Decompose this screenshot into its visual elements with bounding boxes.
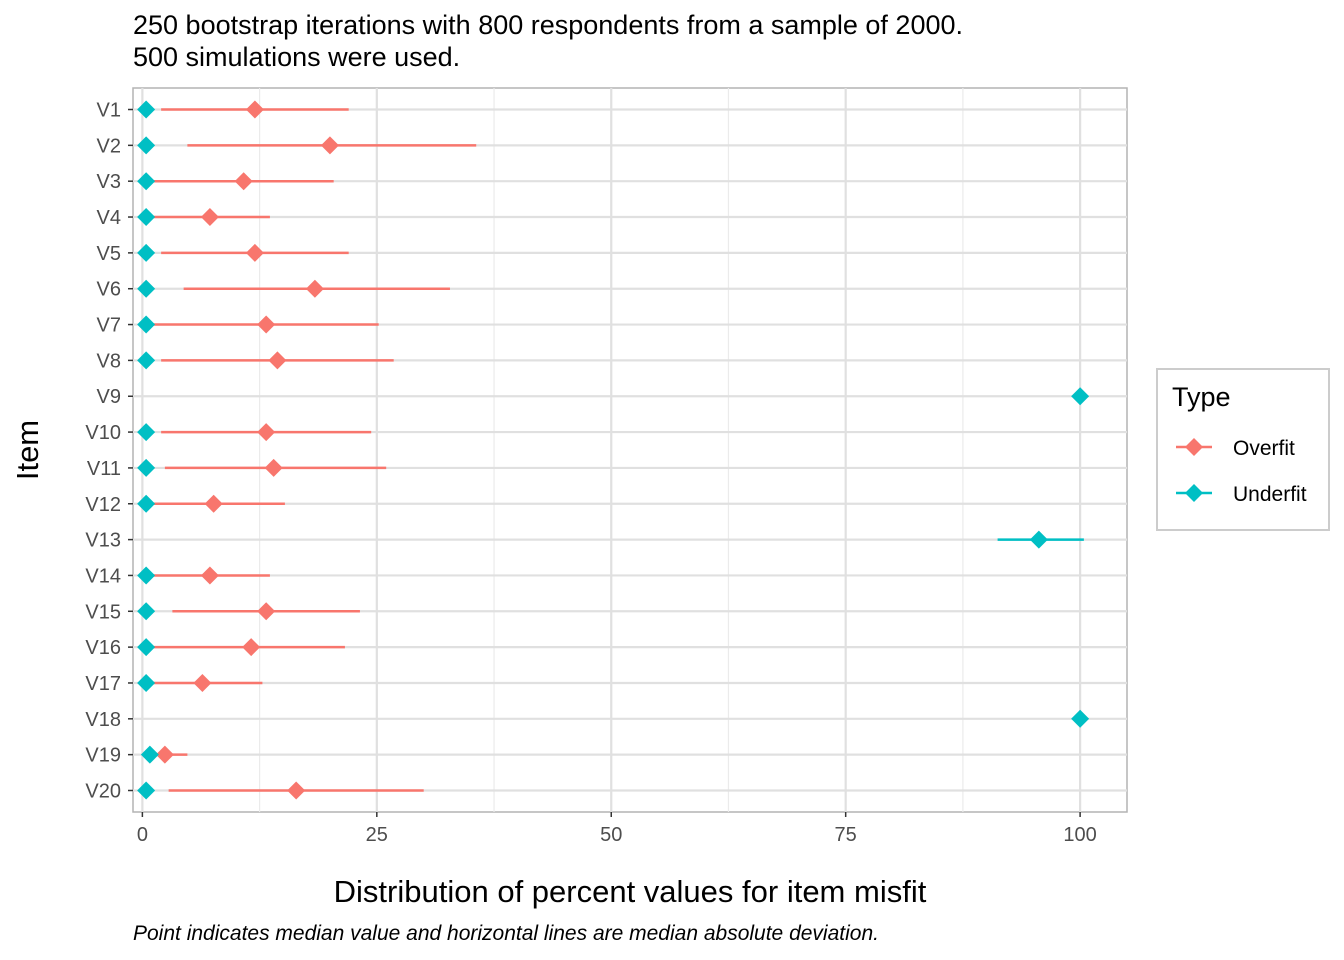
median-point-underfit (137, 638, 156, 657)
median-point-underfit (137, 602, 156, 621)
median-point-underfit (137, 172, 156, 191)
legend-entries: Overfit Underfit (1176, 437, 1307, 506)
median-point-overfit (155, 745, 174, 764)
median-point-overfit (287, 781, 306, 800)
y-axis-tick-label: V4 (97, 207, 121, 229)
median-point-underfit (140, 745, 159, 764)
chart-caption: Point indicates median value and horizon… (133, 922, 879, 945)
y-axis-tick-label: V6 (97, 279, 121, 301)
legend-label-underfit: Underfit (1233, 483, 1307, 506)
median-point-underfit (137, 279, 156, 298)
median-point-overfit (242, 638, 261, 657)
legend-key-point-underfit (1185, 484, 1203, 502)
y-axis-tick-label: V8 (97, 350, 121, 372)
x-axis-tick-label: 25 (366, 824, 388, 846)
median-point-underfit (1071, 709, 1090, 728)
median-point-overfit (200, 208, 219, 227)
y-axis-tick-label: V5 (97, 243, 121, 265)
median-point-underfit (137, 136, 156, 155)
median-point-overfit (257, 315, 276, 334)
median-point-overfit (193, 673, 212, 692)
median-point-underfit (137, 100, 156, 119)
y-axis-tick-label: V17 (85, 673, 121, 695)
median-point-overfit (245, 243, 264, 262)
y-axis-tick-label: V9 (97, 386, 121, 408)
y-axis-tick-label: V19 (85, 745, 121, 767)
median-point-overfit (257, 602, 276, 621)
y-axis-title: Item (10, 420, 45, 480)
y-axis-tick-labels: V1 V2 V3 V4 V5 V6 V7 V8 V9 V10 V11 V12 V13 V14 V15 V16 V… (85, 100, 133, 802)
median-point-overfit (245, 100, 264, 119)
plot-background (132, 87, 1128, 813)
median-point-underfit (137, 494, 156, 513)
median-point-underfit (137, 243, 156, 262)
y-axis-tick-label: V12 (85, 494, 121, 516)
median-point-overfit (305, 279, 324, 298)
x-axis-tick-labels: 0 25 50 75 100 (137, 812, 1097, 846)
y-axis-tick-label: V13 (85, 530, 121, 552)
legend-title: Type (1172, 382, 1231, 412)
x-axis-tick-label: 0 (137, 824, 148, 846)
legend: Type Overfit Underfit (1156, 368, 1330, 531)
median-point-underfit (137, 351, 156, 370)
y-axis-tick-label: V11 (87, 458, 121, 480)
chart-subtitle-line-2: 500 simulations were used. (133, 42, 460, 72)
median-point-underfit (137, 208, 156, 227)
median-point-underfit (137, 781, 156, 800)
x-axis-tick-label: 50 (600, 824, 622, 846)
median-point-underfit (137, 315, 156, 334)
median-point-underfit (137, 458, 156, 477)
x-axis-tick-label: 100 (1063, 824, 1096, 846)
legend-box (1156, 368, 1330, 531)
chart-subtitle-line-1: 250 bootstrap iterations with 800 respon… (133, 10, 963, 40)
y-axis-tick-label: V18 (85, 709, 121, 731)
median-point-overfit (320, 136, 339, 155)
legend-label-overfit: Overfit (1233, 437, 1295, 460)
median-point-underfit (137, 673, 156, 692)
median-point-overfit (264, 458, 283, 477)
median-point-underfit (1029, 530, 1048, 549)
x-axis-tick-label: 75 (835, 824, 857, 846)
y-axis-tick-label: V14 (85, 565, 121, 587)
median-point-overfit (200, 566, 219, 585)
y-axis-tick-label: V3 (97, 171, 121, 193)
y-axis-tick-label: V7 (97, 315, 121, 337)
median-point-underfit (1071, 387, 1090, 406)
median-point-overfit (257, 423, 276, 442)
x-axis-title: Distribution of percent values for item … (334, 874, 927, 909)
y-axis-tick-label: V15 (85, 601, 121, 623)
y-axis-tick-label: V20 (85, 780, 121, 802)
median-point-underfit (137, 566, 156, 585)
median-point-overfit (268, 351, 287, 370)
plot-panel (132, 87, 1128, 813)
median-point-underfit (137, 423, 156, 442)
y-axis-tick-label: V2 (97, 135, 121, 157)
y-axis-tick-label: V16 (85, 637, 121, 659)
legend-key-point-overfit (1185, 438, 1203, 456)
median-point-overfit (204, 494, 223, 513)
median-point-overfit (234, 172, 253, 191)
y-axis-tick-label: V1 (97, 100, 121, 122)
y-axis-tick-label: V10 (85, 422, 121, 444)
median-points (137, 100, 1090, 800)
